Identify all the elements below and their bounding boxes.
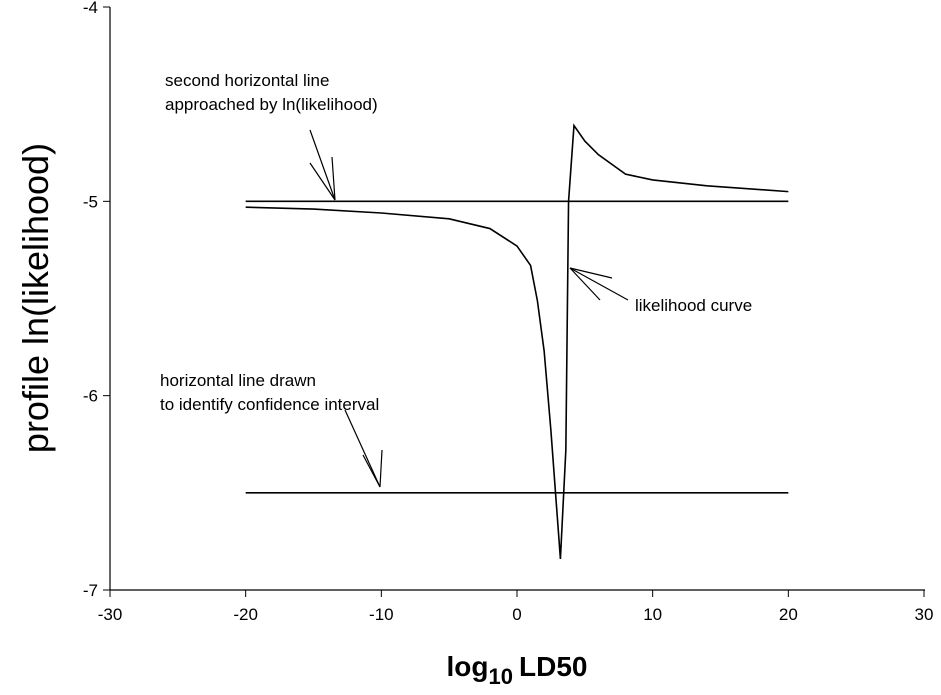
y-tick-label: -6 [83,387,98,406]
x-tick-label: -20 [233,605,258,624]
x-tick-label: -30 [98,605,123,624]
x-tick-label: 20 [779,605,798,624]
y-axis-label: profile ln(likelihood) [15,143,56,453]
series-line [245,123,789,559]
x-axis-label: log10 LD50 [447,651,588,689]
annotation: horizontal line drawn [160,371,316,390]
x-tick-label: -10 [369,605,394,624]
y-tick-label: -7 [83,581,98,600]
x-tick-label: 10 [643,605,662,624]
y-tick-label: -4 [83,0,98,17]
annotation: to identify confidence interval [160,395,379,414]
annotation: approached by ln(likelihood) [165,95,378,114]
annotation: second horizontal line [165,71,329,90]
y-tick-label: -5 [83,192,98,211]
x-tick-label: 0 [512,605,521,624]
arrows [309,129,629,488]
x-tick-label: 30 [915,605,934,624]
annotation: likelihood curve [635,296,752,315]
